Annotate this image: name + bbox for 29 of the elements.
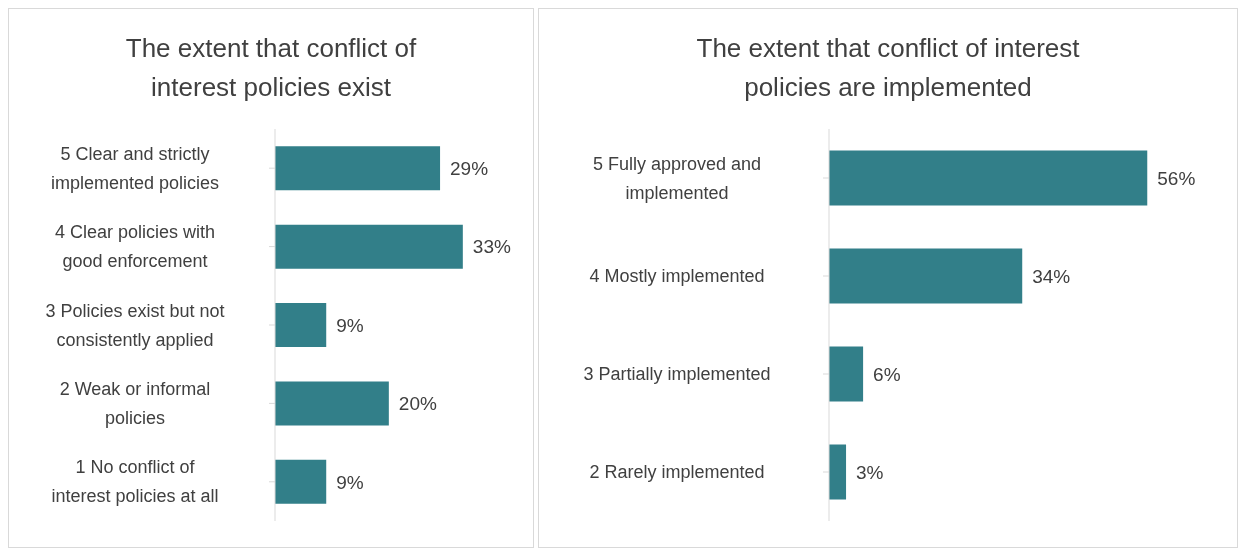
bar (275, 381, 389, 426)
bar (275, 146, 441, 191)
data-label: 29% (450, 157, 489, 179)
y-tick-label: 2 Weak or informal policies (59, 378, 211, 428)
bar (829, 444, 847, 500)
chart-title: The extent that conflict of interest policies are implemented (695, 32, 1081, 104)
data-label: 9% (336, 314, 364, 336)
data-label: 3% (856, 461, 884, 483)
bar (829, 346, 864, 402)
y-tick-label: 3 Policies exist but not consistently applied (45, 300, 225, 350)
data-label: 33% (472, 236, 511, 258)
y-tick-label: 4 Clear policies with good enforcement (54, 222, 216, 272)
y-tick-label: 5 Fully approved and implemented (592, 153, 762, 203)
y-tick-label: 3 Partially implemented (583, 364, 771, 384)
bar (829, 150, 1148, 206)
y-tick-label: 1 No conflict of interest policies at all (51, 457, 219, 507)
y-tick-label: 2 Rarely implemented (589, 462, 765, 482)
y-tick-label: 4 Mostly implemented (589, 266, 765, 286)
chart-title: The extent that conflict of interest policies exist (124, 32, 418, 104)
bar (275, 303, 327, 348)
data-label: 34% (1032, 265, 1071, 287)
data-label: 56% (1157, 167, 1196, 189)
bar (275, 224, 463, 269)
bar (829, 248, 1023, 304)
data-label: 6% (873, 363, 901, 385)
data-label: 9% (336, 471, 364, 493)
y-tick-label: 5 Clear and strictly implemented policies (50, 143, 220, 193)
bar (275, 459, 327, 504)
data-label: 20% (398, 393, 437, 415)
